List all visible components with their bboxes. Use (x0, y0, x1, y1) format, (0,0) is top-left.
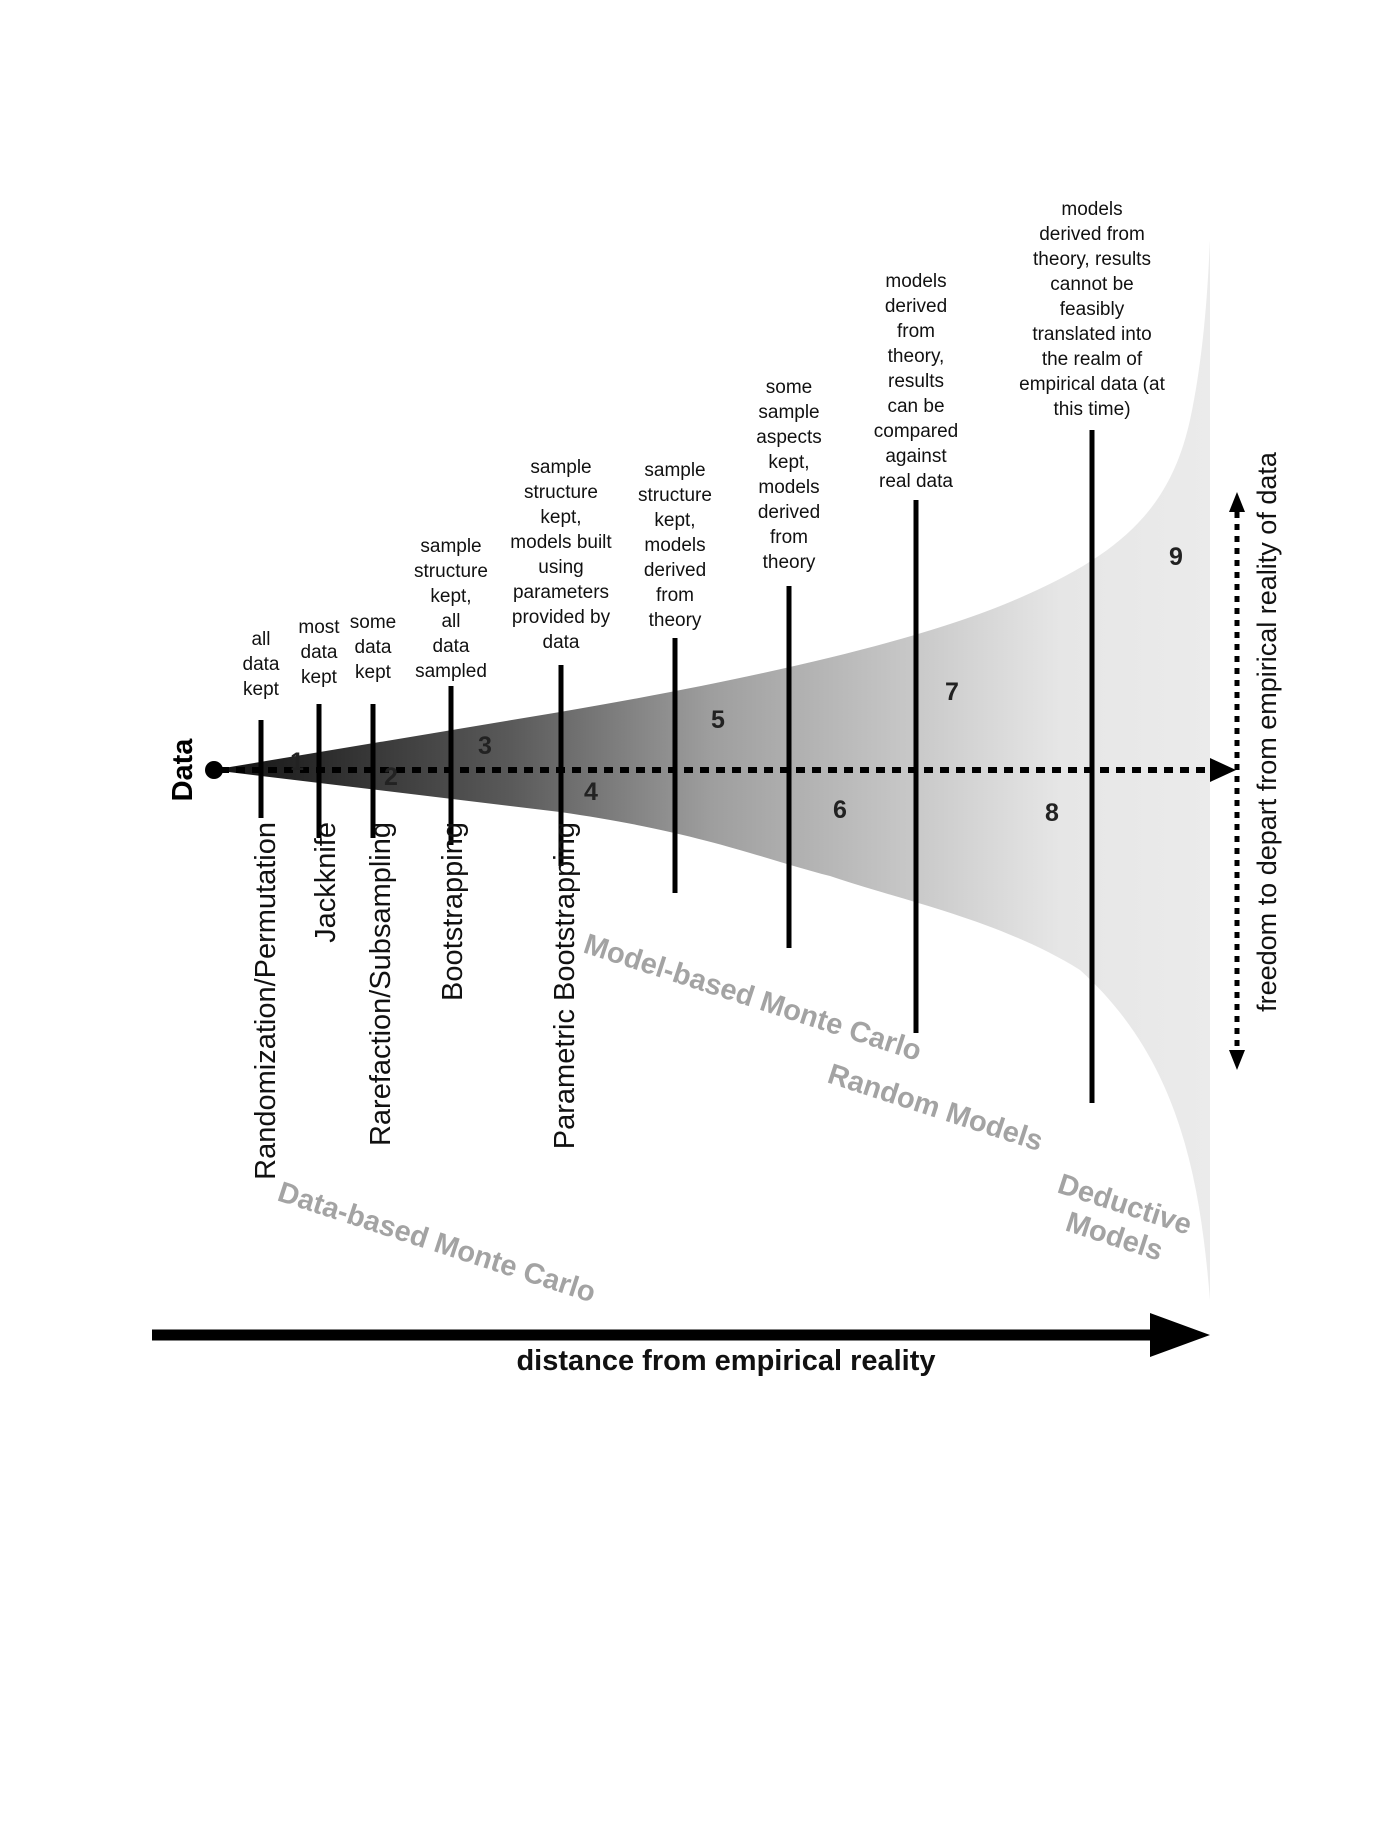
method-desc-parametric-bootstrapping: sample structure kept, models built using par… (510, 457, 612, 653)
method-desc-bootstrapping: sample structure kept, all data sampled (414, 536, 488, 682)
method-name-randomization: Randomization/Permutation (250, 822, 282, 1180)
distance-axis-label: distance from empirical reality (516, 1345, 935, 1377)
method-name-bootstrapping: Bootstrapping (437, 822, 469, 1001)
zone-number-7: 7 (945, 678, 959, 706)
method-desc-rarefaction: some data kept (350, 612, 396, 683)
zone-number-4: 4 (584, 778, 598, 806)
freedom-axis-label: freedom to depart from empirical reality… (1252, 451, 1282, 1012)
method-name-rarefaction: Rarefaction/Subsampling (365, 822, 397, 1146)
origin-label: Data (167, 738, 199, 802)
method-desc-model-8: models derived from theory, results cannot … (1019, 199, 1165, 420)
freedom-arrow-up (1229, 492, 1245, 512)
freedom-arrow-down (1229, 1050, 1245, 1070)
origin-dot (205, 761, 223, 779)
method-name-jackknife: Jackknife (310, 822, 342, 943)
method-desc-model-7: models derived from theory, results can be com… (874, 271, 959, 492)
method-desc-randomization: all data kept (243, 629, 280, 700)
method-desc-model-6: some sample aspects kept, models derived from t… (756, 377, 821, 573)
method-desc-model-5: sample structure kept, models derived from the… (638, 460, 712, 631)
method-name-parametric-bootstrapping: Parametric Bootstrapping (549, 822, 581, 1149)
zone-numbers: 1 2 3 4 5 6 7 8 9 (290, 543, 1183, 827)
category-random-models: Random Models (824, 1058, 1047, 1158)
zone-number-1: 1 (290, 748, 304, 776)
zone-number-8: 8 (1045, 799, 1059, 827)
funnel-shape (212, 240, 1210, 1300)
zone-number-2: 2 (384, 763, 398, 791)
method-names: Randomization/Permutation Jackknife Rarefa… (250, 822, 581, 1180)
zone-number-6: 6 (833, 796, 847, 824)
center-arrow-head (1210, 758, 1236, 782)
method-desc-jackknife: most data kept (298, 617, 340, 688)
category-data-based: Data-based Monte Carlo (274, 1176, 600, 1309)
category-model-based: Model-based Monte Carlo (580, 928, 925, 1067)
zone-number-3: 3 (478, 732, 492, 760)
method-lines (258, 430, 1095, 1103)
distance-axis-arrow-head (1150, 1313, 1210, 1357)
zone-number-9: 9 (1169, 543, 1183, 571)
zone-number-5: 5 (711, 706, 725, 734)
